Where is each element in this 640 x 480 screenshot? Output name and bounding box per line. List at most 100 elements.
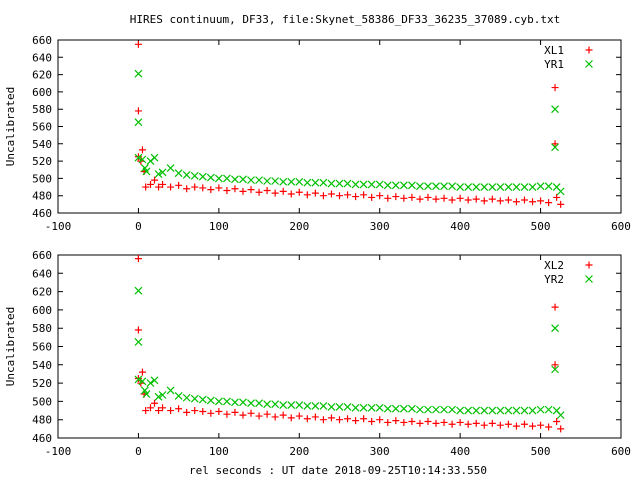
xl1-data-point — [159, 180, 167, 188]
yr1-data-point — [432, 182, 440, 191]
yr1-data-point — [279, 177, 288, 186]
yr1-data-point — [551, 143, 559, 152]
yr1-data-point — [488, 183, 497, 191]
xl1-data-point — [336, 192, 343, 200]
xl2-data-point — [279, 411, 287, 419]
yr1-data-point — [556, 187, 565, 196]
yr2-data-point — [154, 392, 163, 401]
yr1-data-point — [335, 179, 344, 188]
upper-plot-panel: 460 480 500 520 540 560 580 600 620 640 660 -100 0 10… — [4, 34, 631, 233]
x-tick-label: 500 — [531, 445, 551, 458]
xl2-data-point — [352, 417, 360, 425]
x-tick-label: 500 — [531, 220, 551, 233]
yr2-data-point — [424, 405, 432, 414]
yr2-data-point — [182, 393, 191, 402]
xl1-data-point — [400, 194, 408, 202]
yr2-data-point — [416, 405, 424, 414]
x-tick-label: 100 — [209, 220, 229, 233]
y-tick-label: 600 — [32, 304, 52, 317]
yr2-data-point — [556, 411, 565, 420]
yr2-data-point — [287, 401, 296, 409]
xl1-data-point — [138, 146, 146, 154]
xl1-data-point — [537, 197, 545, 205]
xl2-data-point — [191, 407, 199, 415]
yr2-data-point — [536, 405, 545, 414]
yr2-data-point — [472, 406, 481, 415]
xl2-data-point — [287, 414, 295, 422]
yr2-data-point — [150, 376, 159, 385]
xl2-data-point — [207, 409, 215, 417]
xl1-data-point — [360, 191, 368, 199]
y-tick-label: 500 — [32, 395, 52, 408]
xl1-data-point — [344, 191, 352, 199]
xl1-data-point — [440, 194, 448, 202]
yr1-data-point — [327, 179, 336, 188]
yr2-data-point — [271, 400, 280, 409]
xl1-data-point — [287, 190, 295, 198]
y-tick-label: 620 — [32, 69, 52, 82]
legend-label: YR2 — [544, 273, 564, 286]
yr2-data-point — [311, 402, 320, 410]
yr1-data-point — [206, 173, 215, 182]
y-tick-label: 520 — [32, 377, 52, 390]
xl1-data-point — [295, 188, 303, 196]
y-tick-label: 480 — [32, 414, 52, 427]
yr2-data-point — [138, 377, 147, 386]
xl1-data-point — [557, 200, 565, 208]
xl1-data-point — [432, 195, 440, 203]
xl1-data-point — [327, 190, 335, 198]
xl1-data-point — [239, 187, 247, 195]
xl2-data-point — [432, 419, 440, 427]
xl1-data-point — [255, 188, 263, 196]
yr2-data-point — [174, 391, 183, 400]
yr1-data-point — [480, 183, 489, 191]
yr2-data-point — [528, 406, 537, 415]
yr1-data-point — [440, 182, 448, 191]
xl2-data-point — [384, 418, 392, 426]
x-tick-label: -100 — [45, 220, 72, 233]
yr1-data-point — [416, 182, 424, 191]
xl2-data-point — [472, 419, 480, 427]
yr1-data-point — [520, 183, 529, 191]
yr1-data-point — [134, 153, 143, 162]
y-tick-label: 560 — [32, 121, 52, 134]
yr1-data-point — [295, 177, 304, 186]
xl1-data-point — [207, 186, 215, 194]
yr1-data-point — [303, 178, 312, 187]
yr1-data-point — [448, 182, 457, 191]
yr1-data-point — [239, 175, 247, 184]
yr1-data-point — [319, 178, 328, 187]
xl1-data-point — [134, 40, 142, 48]
xl1-data-point — [223, 187, 231, 195]
xl2-data-point — [134, 326, 142, 334]
xl2-data-point — [159, 404, 167, 412]
xl2-data-point — [456, 418, 464, 426]
xl2-data-point — [537, 421, 545, 429]
xl2-data-point — [311, 413, 319, 421]
yr1-data-point — [456, 183, 465, 191]
yr1-data-point — [198, 172, 207, 181]
x-tick-label: 200 — [289, 220, 309, 233]
xl1-data-point — [424, 193, 432, 201]
xl1-data-point — [456, 194, 464, 202]
yr1-data-point — [154, 170, 163, 178]
yr2-data-point — [295, 401, 304, 409]
xl2-data-point — [215, 407, 223, 415]
yr1-data-point — [182, 171, 191, 179]
yr1-data-point — [351, 180, 360, 189]
xl1-data-point — [134, 153, 142, 161]
yr2-data-point — [343, 402, 352, 411]
xl1-data-point — [376, 192, 384, 200]
yr1-data-point — [375, 180, 384, 189]
x-tick-label: 600 — [611, 220, 631, 233]
xl2-data-point — [557, 425, 565, 433]
yr2-data-point — [456, 406, 465, 415]
xl1-data-point — [231, 185, 239, 193]
yr1-data-point — [222, 174, 231, 183]
y-tick-label: 460 — [32, 432, 52, 445]
yr2-data-point — [319, 402, 328, 410]
xl2-data-point — [295, 412, 303, 420]
yr1-data-point — [391, 181, 400, 190]
yr2-data-point — [367, 403, 376, 412]
